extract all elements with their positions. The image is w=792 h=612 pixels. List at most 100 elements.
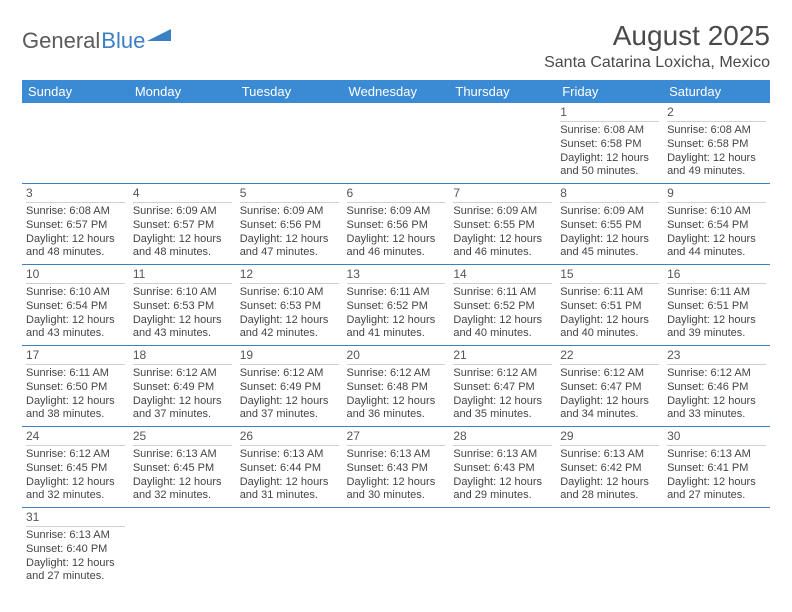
sunrise-line: Sunrise: 6:13 AM xyxy=(26,529,125,543)
day-number: 7 xyxy=(453,186,552,203)
day-header: Thursday xyxy=(449,80,556,103)
daylight-line: Daylight: 12 hours and 45 minutes. xyxy=(560,233,659,261)
title-block: August 2025 Santa Catarina Loxicha, Mexi… xyxy=(544,20,770,72)
sunset-line: Sunset: 6:48 PM xyxy=(347,381,446,395)
calendar-cell: . xyxy=(129,103,236,184)
day-header: Wednesday xyxy=(343,80,450,103)
sunset-line: Sunset: 6:46 PM xyxy=(667,381,766,395)
location-label: Santa Catarina Loxicha, Mexico xyxy=(544,54,770,72)
sunrise-line: Sunrise: 6:09 AM xyxy=(347,205,446,219)
sunrise-line: Sunrise: 6:09 AM xyxy=(240,205,339,219)
month-title: August 2025 xyxy=(544,20,770,52)
sunrise-line: Sunrise: 6:08 AM xyxy=(26,205,125,219)
sunset-line: Sunset: 6:56 PM xyxy=(347,219,446,233)
daylight-line: Daylight: 12 hours and 31 minutes. xyxy=(240,476,339,504)
day-number: 8 xyxy=(560,186,659,203)
calendar-cell: 16Sunrise: 6:11 AMSunset: 6:51 PMDayligh… xyxy=(663,265,770,346)
sunset-line: Sunset: 6:57 PM xyxy=(133,219,232,233)
day-number: 21 xyxy=(453,348,552,365)
calendar-cell: 15Sunrise: 6:11 AMSunset: 6:51 PMDayligh… xyxy=(556,265,663,346)
calendar-cell: . xyxy=(449,508,556,589)
sunrise-line: Sunrise: 6:12 AM xyxy=(240,367,339,381)
daylight-line: Daylight: 12 hours and 46 minutes. xyxy=(347,233,446,261)
sunrise-line: Sunrise: 6:13 AM xyxy=(453,448,552,462)
calendar-cell: 6Sunrise: 6:09 AMSunset: 6:56 PMDaylight… xyxy=(343,184,450,265)
calendar-cell: 1Sunrise: 6:08 AMSunset: 6:58 PMDaylight… xyxy=(556,103,663,184)
calendar-cell: 9Sunrise: 6:10 AMSunset: 6:54 PMDaylight… xyxy=(663,184,770,265)
sunset-line: Sunset: 6:51 PM xyxy=(667,300,766,314)
sunset-line: Sunset: 6:49 PM xyxy=(133,381,232,395)
daylight-line: Daylight: 12 hours and 40 minutes. xyxy=(560,314,659,342)
daylight-line: Daylight: 12 hours and 43 minutes. xyxy=(133,314,232,342)
sunrise-line: Sunrise: 6:11 AM xyxy=(453,286,552,300)
calendar-cell: 24Sunrise: 6:12 AMSunset: 6:45 PMDayligh… xyxy=(22,427,129,508)
day-number: 15 xyxy=(560,267,659,284)
sunset-line: Sunset: 6:52 PM xyxy=(453,300,552,314)
sunrise-line: Sunrise: 6:13 AM xyxy=(347,448,446,462)
calendar-cell: 14Sunrise: 6:11 AMSunset: 6:52 PMDayligh… xyxy=(449,265,556,346)
sunrise-line: Sunrise: 6:10 AM xyxy=(240,286,339,300)
calendar-cell: . xyxy=(22,103,129,184)
logo-flag-icon xyxy=(147,25,175,48)
calendar-cell: 3Sunrise: 6:08 AMSunset: 6:57 PMDaylight… xyxy=(22,184,129,265)
daylight-line: Daylight: 12 hours and 40 minutes. xyxy=(453,314,552,342)
logo-text-blue: Blue xyxy=(101,28,145,54)
sunset-line: Sunset: 6:54 PM xyxy=(26,300,125,314)
calendar-cell: 26Sunrise: 6:13 AMSunset: 6:44 PMDayligh… xyxy=(236,427,343,508)
calendar-cell: 20Sunrise: 6:12 AMSunset: 6:48 PMDayligh… xyxy=(343,346,450,427)
calendar-cell: 13Sunrise: 6:11 AMSunset: 6:52 PMDayligh… xyxy=(343,265,450,346)
sunset-line: Sunset: 6:42 PM xyxy=(560,462,659,476)
calendar-cell: 29Sunrise: 6:13 AMSunset: 6:42 PMDayligh… xyxy=(556,427,663,508)
calendar-cell: 5Sunrise: 6:09 AMSunset: 6:56 PMDaylight… xyxy=(236,184,343,265)
sunrise-line: Sunrise: 6:12 AM xyxy=(560,367,659,381)
sunrise-line: Sunrise: 6:08 AM xyxy=(667,124,766,138)
logo: General Blue xyxy=(22,28,175,54)
calendar-cell: 4Sunrise: 6:09 AMSunset: 6:57 PMDaylight… xyxy=(129,184,236,265)
calendar-cell: 2Sunrise: 6:08 AMSunset: 6:58 PMDaylight… xyxy=(663,103,770,184)
sunrise-line: Sunrise: 6:09 AM xyxy=(560,205,659,219)
calendar-cell: 17Sunrise: 6:11 AMSunset: 6:50 PMDayligh… xyxy=(22,346,129,427)
day-number: 23 xyxy=(667,348,766,365)
daylight-line: Daylight: 12 hours and 37 minutes. xyxy=(240,395,339,423)
calendar-cell: 30Sunrise: 6:13 AMSunset: 6:41 PMDayligh… xyxy=(663,427,770,508)
day-header: Monday xyxy=(129,80,236,103)
calendar-cell: 18Sunrise: 6:12 AMSunset: 6:49 PMDayligh… xyxy=(129,346,236,427)
daylight-line: Daylight: 12 hours and 48 minutes. xyxy=(133,233,232,261)
calendar-row: 31Sunrise: 6:13 AMSunset: 6:40 PMDayligh… xyxy=(22,508,770,589)
sunset-line: Sunset: 6:40 PM xyxy=(26,543,125,557)
sunset-line: Sunset: 6:45 PM xyxy=(26,462,125,476)
day-number: 9 xyxy=(667,186,766,203)
sunset-line: Sunset: 6:43 PM xyxy=(453,462,552,476)
calendar-cell: 25Sunrise: 6:13 AMSunset: 6:45 PMDayligh… xyxy=(129,427,236,508)
daylight-line: Daylight: 12 hours and 29 minutes. xyxy=(453,476,552,504)
daylight-line: Daylight: 12 hours and 43 minutes. xyxy=(26,314,125,342)
sunrise-line: Sunrise: 6:11 AM xyxy=(560,286,659,300)
sunrise-line: Sunrise: 6:13 AM xyxy=(240,448,339,462)
day-number: 11 xyxy=(133,267,232,284)
day-number: 4 xyxy=(133,186,232,203)
daylight-line: Daylight: 12 hours and 41 minutes. xyxy=(347,314,446,342)
day-number: 27 xyxy=(347,429,446,446)
daylight-line: Daylight: 12 hours and 42 minutes. xyxy=(240,314,339,342)
daylight-line: Daylight: 12 hours and 37 minutes. xyxy=(133,395,232,423)
daylight-line: Daylight: 12 hours and 28 minutes. xyxy=(560,476,659,504)
sunset-line: Sunset: 6:57 PM xyxy=(26,219,125,233)
sunset-line: Sunset: 6:55 PM xyxy=(453,219,552,233)
calendar-row: 17Sunrise: 6:11 AMSunset: 6:50 PMDayligh… xyxy=(22,346,770,427)
sunset-line: Sunset: 6:47 PM xyxy=(453,381,552,395)
calendar-cell: . xyxy=(449,103,556,184)
sunrise-line: Sunrise: 6:12 AM xyxy=(667,367,766,381)
calendar-cell: 11Sunrise: 6:10 AMSunset: 6:53 PMDayligh… xyxy=(129,265,236,346)
sunrise-line: Sunrise: 6:08 AM xyxy=(560,124,659,138)
daylight-line: Daylight: 12 hours and 35 minutes. xyxy=(453,395,552,423)
sunrise-line: Sunrise: 6:10 AM xyxy=(133,286,232,300)
sunrise-line: Sunrise: 6:13 AM xyxy=(667,448,766,462)
calendar-row: 10Sunrise: 6:10 AMSunset: 6:54 PMDayligh… xyxy=(22,265,770,346)
sunset-line: Sunset: 6:47 PM xyxy=(560,381,659,395)
calendar-cell: 22Sunrise: 6:12 AMSunset: 6:47 PMDayligh… xyxy=(556,346,663,427)
daylight-line: Daylight: 12 hours and 32 minutes. xyxy=(133,476,232,504)
sunset-line: Sunset: 6:58 PM xyxy=(560,138,659,152)
calendar-cell: . xyxy=(343,103,450,184)
daylight-line: Daylight: 12 hours and 50 minutes. xyxy=(560,152,659,180)
day-number: 16 xyxy=(667,267,766,284)
